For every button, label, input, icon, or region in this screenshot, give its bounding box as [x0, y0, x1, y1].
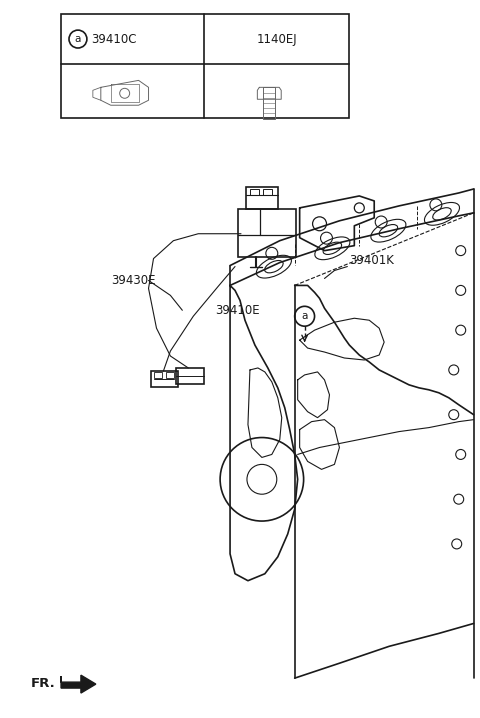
Bar	[176, 368, 204, 384]
Text: 39410E: 39410E	[215, 304, 260, 317]
Circle shape	[69, 30, 87, 48]
Text: 39410C: 39410C	[91, 32, 136, 45]
Text: FR.: FR.	[31, 676, 56, 689]
Bar	[263, 189, 272, 195]
Text: 39401K: 39401K	[349, 254, 394, 267]
Bar	[151, 371, 179, 387]
Circle shape	[295, 307, 314, 326]
Bar	[61, 14, 349, 118]
Text: a: a	[75, 34, 81, 44]
Bar	[250, 189, 259, 195]
Bar	[238, 209, 296, 256]
Polygon shape	[61, 675, 96, 693]
Text: 39430E: 39430E	[111, 274, 155, 287]
Bar	[246, 187, 278, 209]
Text: a: a	[301, 311, 308, 321]
Bar	[155, 372, 162, 378]
Bar	[167, 372, 174, 378]
Text: 1140EJ: 1140EJ	[256, 32, 297, 45]
